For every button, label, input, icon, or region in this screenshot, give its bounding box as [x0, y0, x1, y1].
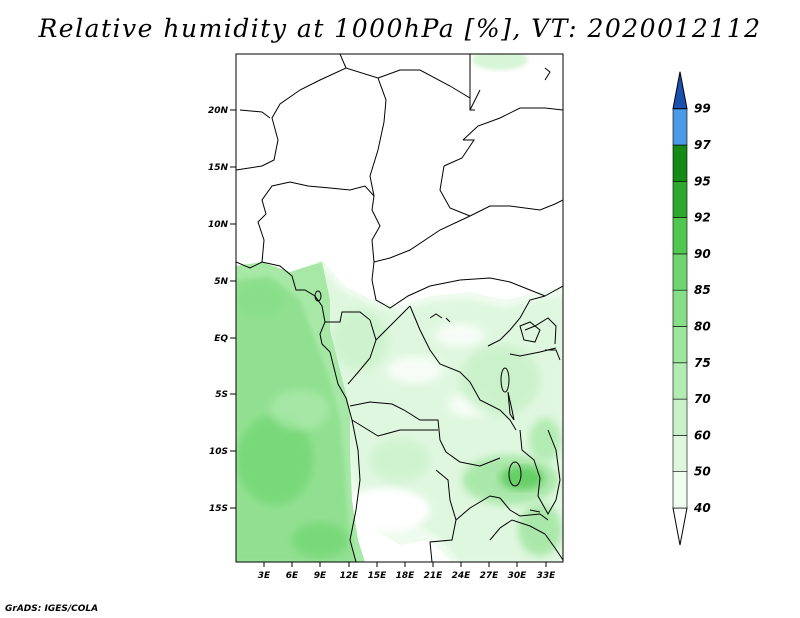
colorbar-label: 70 — [694, 392, 711, 406]
lon-labels: 3E 6E 9E 12E 15E 18E 21E 24E 27E 30E 33E — [258, 571, 556, 581]
humidity-field — [236, 54, 563, 562]
colorbar-label: 60 — [694, 428, 711, 442]
colorbar-segment — [672, 253, 688, 291]
lat-label: 20N — [208, 106, 229, 116]
colorbar-label: 40 — [693, 501, 711, 515]
lon-label: 15E — [368, 571, 388, 581]
colorbar-label: 95 — [694, 174, 711, 188]
lon-label: 30E — [508, 571, 528, 581]
lon-label: 6E — [286, 571, 299, 581]
colorbar-segment — [672, 217, 688, 255]
map-title: Relative humidity at 1000hPa [%], VT: 20… — [38, 14, 762, 43]
lat-label: 15S — [209, 504, 228, 514]
lat-labels: 20N 15N 10N 5N EQ 5S 10S 15S — [208, 106, 229, 514]
lat-label: 10S — [209, 447, 228, 457]
lon-label: 12E — [340, 571, 360, 581]
colorbar-label: 50 — [694, 465, 711, 479]
colorbar-label: 90 — [694, 247, 711, 261]
credit-label: GrADS: IGES/COLA — [5, 604, 99, 614]
colorbar-segment — [672, 144, 688, 182]
lakes-islands — [314, 290, 561, 513]
colorbar-segment — [672, 398, 688, 436]
colorbar-low-triangle — [672, 507, 688, 546]
colorbar-high-triangle — [672, 71, 688, 110]
lon-label: 21E — [424, 571, 444, 581]
map-frame — [235, 53, 564, 563]
colorbar-label: 92 — [694, 211, 711, 225]
axis-ticks — [230, 109, 547, 567]
lat-label: 5N — [214, 277, 228, 287]
colorbar-label: 97 — [694, 138, 711, 152]
lat-label: 15N — [208, 163, 229, 173]
colorbar-segment — [672, 108, 688, 146]
colorbar-label: 75 — [694, 356, 711, 370]
lat-label: EQ — [214, 334, 228, 344]
colorbar-segment — [672, 326, 688, 364]
colorbar-label: 99 — [694, 102, 711, 116]
colorbar-segment — [672, 435, 688, 472]
colorbar-segment — [672, 289, 688, 327]
colorbar-segment — [672, 181, 688, 218]
lat-label: 5S — [215, 390, 228, 400]
lon-label: 18E — [396, 571, 416, 581]
lon-label: 33E — [537, 571, 557, 581]
lat-label: 10N — [208, 220, 229, 230]
lon-label: 27E — [480, 571, 500, 581]
colorbar-segment — [672, 471, 688, 509]
colorbar-label: 85 — [694, 283, 711, 297]
colorbar-segment — [672, 362, 688, 400]
lon-label: 24E — [452, 571, 472, 581]
lon-label: 9E — [314, 571, 327, 581]
country-borders — [236, 54, 563, 562]
colorbar-label: 80 — [694, 320, 711, 334]
lon-label: 3E — [258, 571, 271, 581]
colorbar: 40 50 60 70 75 80 85 90 92 95 97 99 — [672, 71, 711, 546]
